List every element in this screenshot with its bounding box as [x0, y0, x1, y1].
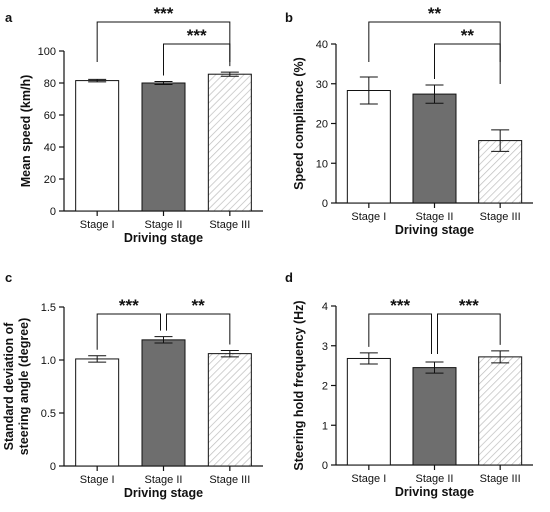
x-tick-label: Stage I — [80, 219, 115, 231]
significance-label: *** — [119, 296, 139, 315]
x-axis-title: Driving stage — [124, 231, 203, 245]
y-tick-label: 0 — [322, 460, 328, 472]
panel-letter: c — [5, 270, 12, 285]
y-tick-label: 0.5 — [41, 408, 56, 420]
y-tick-label: 30 — [316, 79, 328, 91]
bar-2 — [412, 93, 457, 204]
y-tick-label: 4 — [322, 301, 328, 313]
significance-bracket — [437, 313, 501, 354]
y-tick-label: 0 — [322, 198, 328, 210]
y-axis-title: Speed compliance (%) — [292, 57, 306, 190]
significance-bracket — [166, 313, 231, 345]
x-tick-label: Stage I — [351, 473, 386, 485]
y-tick-label: 1 — [322, 420, 328, 432]
significance-bracket — [368, 21, 501, 62]
x-tick-label: Stage II — [145, 219, 183, 231]
significance-label: ** — [461, 26, 475, 45]
y-axis-title-line: Standard deviation of — [2, 322, 16, 451]
bar-1 — [75, 358, 120, 467]
bar-1 — [75, 80, 120, 212]
x-tick-label: Stage I — [80, 474, 115, 486]
chart-panel-c: c 0 0.5 1.0 1.5 Stage I Stage II Stage III Drivi… — [2, 270, 263, 500]
significance-bracket — [96, 313, 161, 350]
x-tick-label: Stage II — [145, 474, 183, 486]
y-tick-label: 2 — [322, 381, 328, 393]
y-tick-label: 100 — [38, 46, 56, 58]
y-tick-label: 0 — [50, 206, 56, 218]
bar-3 — [207, 353, 252, 467]
y-tick-label: 20 — [44, 174, 56, 186]
bar-1 — [346, 357, 391, 466]
y-tick-label: 1.5 — [41, 302, 56, 314]
y-tick-label: 40 — [44, 142, 56, 154]
significance-label: *** — [154, 4, 174, 23]
y-tick-label: 80 — [44, 78, 56, 90]
y-tick-label: 1.0 — [41, 355, 56, 367]
panel-letter: d — [285, 270, 293, 285]
significance-label: *** — [459, 296, 479, 315]
significance-bracket — [368, 313, 432, 354]
significance-label: ** — [192, 296, 206, 315]
panel-letter: b — [285, 10, 293, 25]
y-axis-title: Mean speed (km/h) — [19, 75, 33, 188]
bar-3 — [478, 356, 523, 466]
panel-letter: a — [5, 10, 13, 25]
bar-1 — [346, 90, 391, 204]
bar-3 — [207, 73, 252, 212]
y-tick-label: 0 — [50, 461, 56, 473]
y-tick-label: 20 — [316, 119, 328, 131]
significance-bracket — [96, 21, 231, 62]
significance-bracket — [434, 43, 501, 84]
x-tick-label: Stage III — [480, 473, 521, 485]
chart-panel-d: d 0 1 2 3 4 Stage I Stage II Stage III Driving st… — [285, 270, 533, 499]
x-tick-label: Stage III — [480, 211, 521, 223]
x-tick-label: Stage I — [351, 211, 386, 223]
chart-panel-a: a 0 20 40 60 80 100 Stage I Stage II Stage III Dri… — [5, 4, 263, 245]
significance-label: *** — [390, 296, 410, 315]
x-tick-label: Stage II — [416, 211, 454, 223]
y-tick-label: 60 — [44, 110, 56, 122]
y-axis-title: Standard deviation ofsteering angle (deg… — [2, 318, 31, 456]
chart-panel-b: b 0 10 20 30 40 Stage I Stage II Stage III Drivin… — [285, 4, 533, 237]
x-tick-label: Stage III — [209, 219, 250, 231]
x-tick-label: Stage II — [416, 473, 454, 485]
x-axis-title: Driving stage — [395, 485, 474, 499]
significance-label: ** — [428, 4, 442, 23]
bar-2 — [141, 339, 186, 467]
x-axis-title: Driving stage — [395, 223, 474, 237]
bar-2 — [412, 367, 457, 466]
significance-bracket — [163, 43, 231, 76]
x-tick-label: Stage III — [209, 474, 250, 486]
bar-2 — [141, 82, 186, 212]
y-axis-title: Steering hold frequency (Hz) — [292, 300, 306, 470]
x-axis-title: Driving stage — [124, 486, 203, 500]
y-tick-label: 3 — [322, 341, 328, 353]
significance-label: *** — [187, 26, 207, 45]
y-axis-title-line: steering angle (degree) — [17, 318, 31, 456]
y-tick-label: 40 — [316, 39, 328, 51]
y-tick-label: 10 — [316, 158, 328, 170]
